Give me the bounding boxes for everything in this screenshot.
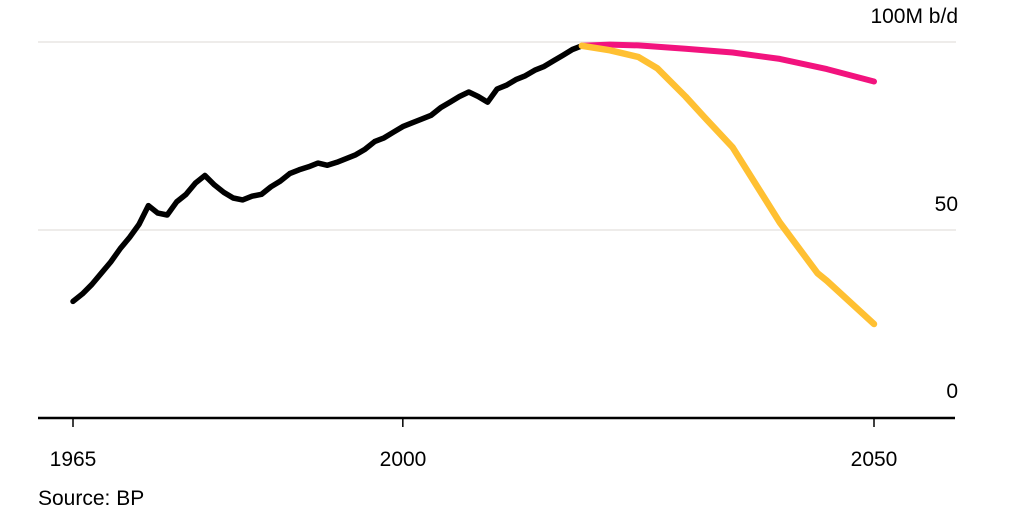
- series-line-scenario-pink-projection: [578, 41, 877, 85]
- source-attribution: Source: BP: [38, 487, 145, 510]
- series-line-scenario-yellow-projection: [578, 42, 878, 328]
- x-tick-label-2050: 2050: [850, 448, 898, 471]
- y-tick-label-100: 100M b/d: [870, 5, 958, 28]
- y-tick-label-0: 0: [946, 380, 958, 403]
- y-tick-label-50: 50: [934, 193, 958, 216]
- x-tick-label-1965: 1965: [49, 448, 97, 471]
- x-tick-label-2000: 2000: [379, 448, 427, 471]
- series-line-historical-oil-demand: [70, 43, 585, 305]
